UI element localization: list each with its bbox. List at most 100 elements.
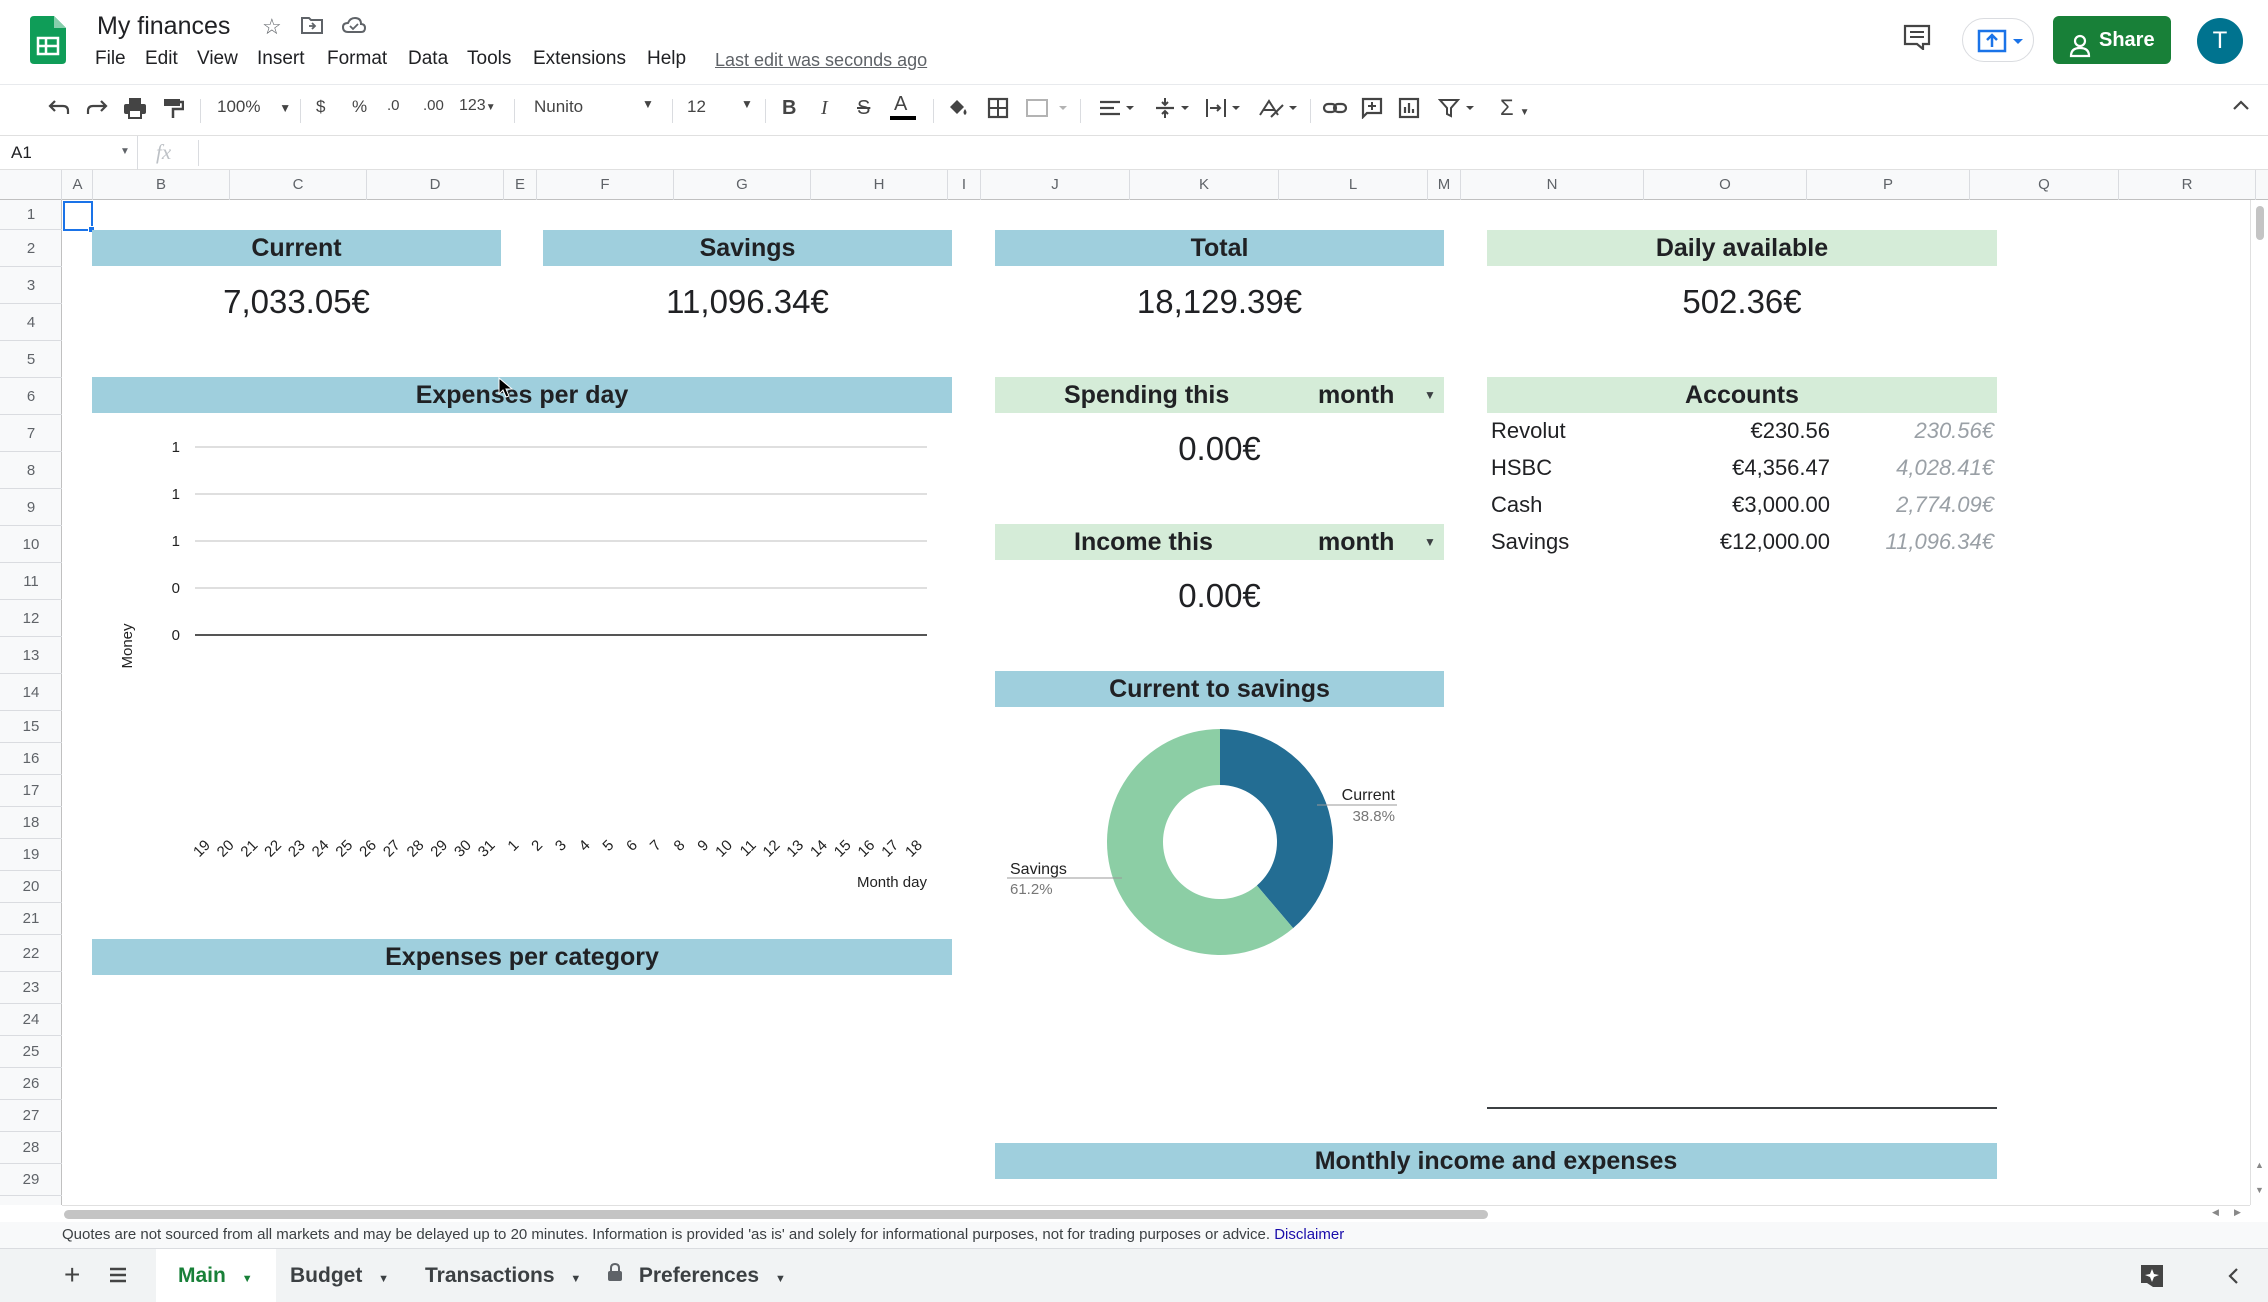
row-header-4[interactable]: 4 — [0, 304, 62, 341]
row-header-14[interactable]: 14 — [0, 674, 62, 711]
tab-budget[interactable]: Budget ▼ — [290, 1249, 389, 1302]
chevron-down-icon[interactable]: ▼ — [1424, 535, 1436, 549]
star-icon[interactable]: ☆ — [262, 14, 282, 39]
column-header-g[interactable]: G — [674, 170, 811, 200]
document-title[interactable]: My finances — [97, 12, 231, 40]
add-sheet-icon[interactable]: + — [64, 1259, 81, 1290]
decrease-decimal-button[interactable]: .0 — [387, 97, 400, 114]
redo-icon[interactable] — [85, 97, 109, 122]
row-header-3[interactable]: 3 — [0, 267, 62, 304]
row-header-26[interactable]: 26 — [0, 1068, 62, 1100]
horizontal-scroll-thumb[interactable] — [64, 1210, 1488, 1219]
row-header-20[interactable]: 20 — [0, 871, 62, 903]
fill-handle[interactable] — [88, 226, 95, 233]
vertical-scrollbar[interactable]: ▲ ▼ — [2250, 200, 2268, 1205]
menu-tools[interactable]: Tools — [467, 48, 512, 69]
collapse-toolbar-icon[interactable] — [2232, 97, 2250, 117]
column-header-r[interactable]: R — [2119, 170, 2256, 200]
percent-format-button[interactable]: % — [352, 97, 368, 116]
fill-color-icon[interactable] — [946, 97, 970, 124]
column-header-n[interactable]: N — [1461, 170, 1644, 200]
column-header-d[interactable]: D — [367, 170, 504, 200]
italic-icon[interactable]: I — [821, 97, 828, 119]
column-header-a[interactable]: A — [63, 170, 93, 200]
horizontal-align-icon[interactable] — [1098, 97, 1142, 124]
font-size-select[interactable]: 12 ▼ — [687, 97, 757, 117]
row-header-19[interactable]: 19 — [0, 839, 62, 871]
row-header-6[interactable]: 6 — [0, 378, 62, 415]
row-header-11[interactable]: 11 — [0, 563, 62, 600]
column-header-b[interactable]: B — [93, 170, 230, 200]
strikethrough-icon[interactable]: S — [857, 97, 871, 119]
select-all-corner[interactable] — [0, 170, 62, 200]
borders-icon[interactable] — [987, 97, 1009, 124]
column-header-m[interactable]: M — [1428, 170, 1461, 200]
scroll-right-arrow[interactable]: ▶ — [2234, 1207, 2241, 1217]
row-header-12[interactable]: 12 — [0, 600, 62, 637]
disclaimer-link[interactable]: Disclaimer — [1274, 1226, 1345, 1243]
explore-icon[interactable] — [2139, 1263, 2165, 1294]
column-header-o[interactable]: O — [1644, 170, 1807, 200]
tab-transactions[interactable]: Transactions ▼ — [425, 1249, 581, 1302]
current-to-savings-chart[interactable]: Current 38.8% Savings 61.2% — [995, 710, 1444, 980]
row-header-23[interactable]: 23 — [0, 972, 62, 1004]
menu-file[interactable]: File — [95, 48, 126, 69]
share-button[interactable]: Share — [2053, 16, 2171, 64]
vertical-scroll-thumb[interactable] — [2256, 206, 2264, 240]
row-header-29[interactable]: 29 — [0, 1164, 62, 1196]
undo-icon[interactable] — [47, 97, 71, 122]
text-wrap-icon[interactable] — [1204, 97, 1248, 124]
spending-period-dropdown[interactable]: month — [1318, 381, 1395, 409]
row-header-9[interactable]: 9 — [0, 489, 62, 526]
cloud-status-icon[interactable] — [341, 16, 367, 38]
scroll-up-arrow[interactable]: ▲ — [2255, 1160, 2264, 1170]
text-rotation-icon[interactable] — [1257, 97, 1303, 124]
row-header-1[interactable]: 1 — [0, 200, 62, 230]
row-header-22[interactable]: 22 — [0, 935, 62, 972]
row-header-2[interactable]: 2 — [0, 230, 62, 267]
filter-icon[interactable] — [1437, 97, 1482, 124]
row-header-7[interactable]: 7 — [0, 415, 62, 452]
print-icon[interactable] — [123, 97, 147, 124]
column-header-k[interactable]: K — [1130, 170, 1279, 200]
column-header-l[interactable]: L — [1279, 170, 1428, 200]
bold-icon[interactable]: B — [782, 97, 797, 119]
merge-cells-icon[interactable] — [1025, 97, 1067, 124]
font-select[interactable]: Nunito ▼ — [534, 97, 654, 117]
column-header-h[interactable]: H — [811, 170, 948, 200]
menu-format[interactable]: Format — [327, 48, 388, 69]
column-header-c[interactable]: C — [230, 170, 367, 200]
last-edit-link[interactable]: Last edit was seconds ago — [715, 50, 928, 70]
currency-format-button[interactable]: $ — [316, 97, 326, 116]
all-sheets-icon[interactable] — [108, 1267, 128, 1288]
sheets-logo-icon[interactable] — [30, 16, 66, 64]
row-header-16[interactable]: 16 — [0, 743, 62, 775]
column-header-e[interactable]: E — [504, 170, 537, 200]
move-folder-icon[interactable] — [301, 16, 323, 39]
name-box[interactable]: A1 ▼ — [0, 136, 138, 170]
text-color-icon[interactable]: A — [890, 93, 916, 120]
row-header-27[interactable]: 27 — [0, 1100, 62, 1132]
column-header-f[interactable]: F — [537, 170, 674, 200]
column-header-p[interactable]: P — [1807, 170, 1970, 200]
vertical-align-icon[interactable] — [1153, 97, 1197, 124]
increase-decimal-button[interactable]: .00 — [423, 97, 444, 114]
row-header-10[interactable]: 10 — [0, 526, 62, 563]
pie-slice-savings[interactable] — [1107, 729, 1294, 955]
formula-input[interactable] — [198, 140, 2248, 166]
menu-data[interactable]: Data — [408, 48, 449, 69]
menu-insert[interactable]: Insert — [257, 48, 305, 69]
menu-extensions[interactable]: Extensions — [533, 48, 626, 69]
pie-slice-current[interactable] — [1220, 729, 1333, 929]
row-header-24[interactable]: 24 — [0, 1004, 62, 1036]
column-header-q[interactable]: Q — [1970, 170, 2119, 200]
row-header-15[interactable]: 15 — [0, 711, 62, 743]
column-header-i[interactable]: I — [948, 170, 981, 200]
functions-icon[interactable]: Σ ▼ — [1500, 95, 1530, 120]
menu-help[interactable]: Help — [647, 48, 687, 69]
active-cell-a1[interactable] — [63, 201, 93, 231]
insert-link-icon[interactable] — [1322, 97, 1348, 124]
menu-view[interactable]: View — [197, 48, 238, 69]
row-header-18[interactable]: 18 — [0, 807, 62, 839]
